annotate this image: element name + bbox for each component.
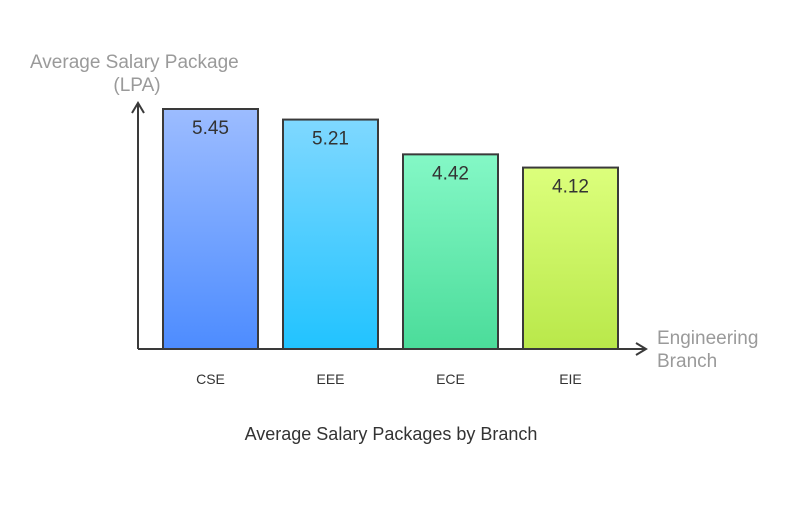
y-axis-label-line-1: Average Salary Package [30,52,239,73]
bar-cse [162,108,259,350]
x-axis-label-line-2: Branch [657,351,717,372]
bar-ece [402,153,499,350]
value-label-cse: 5.45 [192,118,229,139]
category-label-ece: ECE [436,371,465,387]
category-label-cse: CSE [196,371,225,387]
y-axis-label-line-2: (LPA) [113,75,160,96]
value-label-eee: 5.21 [312,129,349,150]
value-label-ece: 4.42 [432,163,469,184]
x-axis-label-line-1: Engineering [657,328,758,349]
bars-group: 5.45 CSE 5.21 EEE 4.42 ECE 4.12 EIE [162,108,619,387]
bar-eie [522,166,619,350]
chart-title: Average Salary Packages by Branch [245,424,538,444]
y-axis-arrow-icon [131,101,145,114]
y-axis-label: Average Salary Package (LPA) [30,52,244,96]
x-axis-arrow-icon [635,342,648,356]
x-axis-label: Engineering Branch [657,328,764,372]
value-label-eie: 4.12 [552,177,589,198]
axes [131,101,648,356]
category-label-eie: EIE [559,371,582,387]
bar-eee [282,118,379,351]
category-label-eee: EEE [316,371,344,387]
